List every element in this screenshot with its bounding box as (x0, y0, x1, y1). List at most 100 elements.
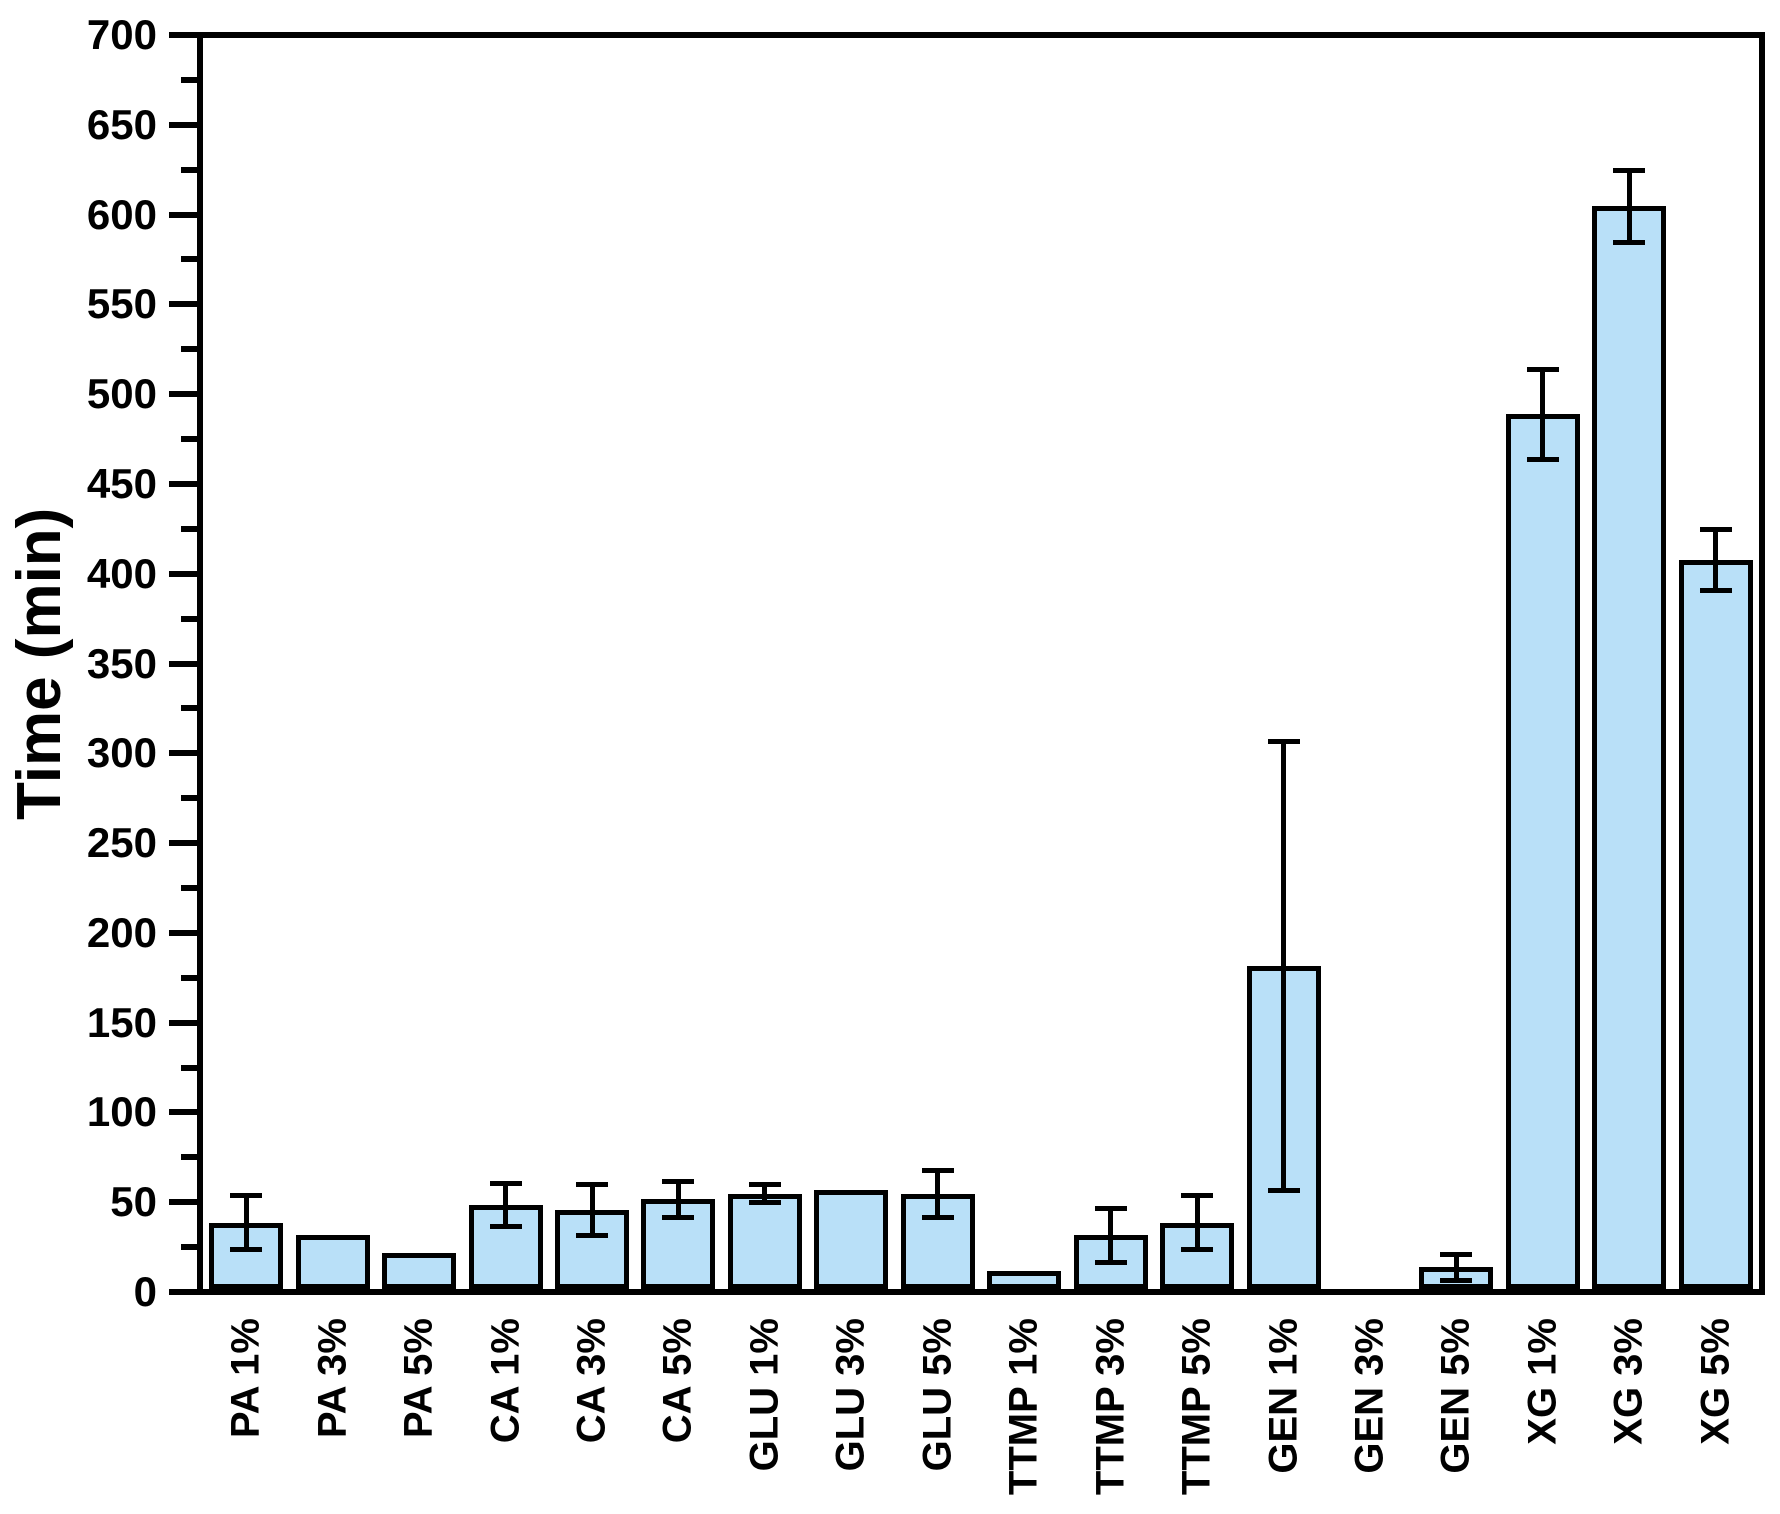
error-bar-line (1713, 529, 1718, 590)
error-bar-cap (490, 1181, 522, 1186)
error-bar-cap (1527, 367, 1559, 372)
y-axis-major-tick (169, 840, 197, 846)
y-axis-major-tick (169, 1289, 197, 1295)
y-tick-label: 450 (86, 460, 157, 507)
x-category-label: XG 5% (1693, 1318, 1738, 1445)
error-bar-cap (1700, 527, 1732, 532)
error-bar-cap (230, 1193, 262, 1198)
bar-glu-1- (728, 1194, 802, 1289)
error-bar-cap (1095, 1260, 1127, 1265)
x-category-label: GLU 3% (828, 1318, 873, 1472)
y-tick-label: 700 (86, 11, 157, 58)
x-category-label: CA 1% (483, 1318, 528, 1444)
error-bar-cap (749, 1200, 781, 1205)
error-bar-cap (749, 1182, 781, 1187)
error-bar-line (1454, 1255, 1459, 1280)
y-axis-major-tick (169, 301, 197, 307)
error-bar-cap (1181, 1193, 1213, 1198)
y-tick-label: 300 (86, 729, 157, 776)
x-category-label: GEN 5% (1433, 1318, 1478, 1474)
y-tick-label: 600 (86, 191, 157, 238)
x-category-label: TTMP 5% (1174, 1318, 1219, 1496)
y-axis-major-tick (169, 1199, 197, 1205)
bar-ttmp-1- (987, 1271, 1061, 1289)
plot-area (197, 32, 1765, 1295)
y-tick-label: 200 (86, 909, 157, 956)
bar-pa-3- (296, 1235, 370, 1289)
y-axis-major-tick (169, 481, 197, 487)
y-axis-minor-tick (181, 436, 197, 442)
y-axis-major-tick (169, 1020, 197, 1026)
error-bar-cap (662, 1215, 694, 1220)
error-bar-cap (922, 1215, 954, 1220)
y-axis-major-tick (169, 1109, 197, 1115)
y-axis-minor-tick (181, 885, 197, 891)
error-bar-cap (1268, 1188, 1300, 1193)
error-bar-line (244, 1196, 249, 1250)
bar-xg-5- (1679, 560, 1753, 1289)
y-axis-major-tick (169, 661, 197, 667)
y-tick-label: 0 (133, 1268, 157, 1315)
error-bar-line (1540, 370, 1545, 460)
x-category-label: PA 3% (310, 1318, 355, 1439)
error-bar-cap (1440, 1278, 1472, 1283)
y-axis-major-tick (169, 750, 197, 756)
error-bar-line (590, 1185, 595, 1235)
error-bar-cap (1700, 588, 1732, 593)
bar-xg-1- (1506, 414, 1580, 1289)
x-category-label: CA 3% (569, 1318, 614, 1444)
error-bar-line (1108, 1208, 1113, 1262)
y-tick-label: 550 (86, 280, 157, 327)
y-axis-minor-tick (181, 1244, 197, 1250)
bar-glu-3- (814, 1190, 888, 1289)
x-category-label: GLU 1% (742, 1318, 787, 1472)
y-axis-minor-tick (181, 256, 197, 262)
y-axis-major-tick (169, 212, 197, 218)
error-bar-line (935, 1170, 940, 1217)
error-bar-cap (490, 1224, 522, 1229)
y-axis-minor-tick (181, 1154, 197, 1160)
y-axis-minor-tick (181, 77, 197, 83)
error-bar-line (503, 1183, 508, 1226)
error-bar-cap (1613, 168, 1645, 173)
x-category-label: TTMP 3% (1088, 1318, 1133, 1496)
error-bar-cap (1613, 240, 1645, 245)
error-bar-cap (1440, 1252, 1472, 1257)
x-category-label: PA 5% (396, 1318, 441, 1439)
error-bar-line (762, 1185, 767, 1203)
error-bar-line (1627, 170, 1632, 242)
error-bar-line (676, 1181, 681, 1217)
x-category-label: TTMP 1% (1001, 1318, 1046, 1496)
error-bar-cap (1268, 739, 1300, 744)
y-tick-label: 250 (86, 819, 157, 866)
x-category-label: GEN 1% (1261, 1318, 1306, 1474)
y-tick-label: 150 (86, 999, 157, 1046)
y-tick-label: 350 (86, 640, 157, 687)
y-axis-major-tick (169, 571, 197, 577)
y-axis-minor-tick (181, 975, 197, 981)
y-axis-major-tick (169, 32, 197, 38)
error-bar-cap (1527, 457, 1559, 462)
error-bar-cap (1095, 1206, 1127, 1211)
error-bar-cap (922, 1168, 954, 1173)
y-tick-label: 400 (86, 550, 157, 597)
y-tick-label: 500 (86, 370, 157, 417)
x-category-label: GLU 5% (915, 1318, 960, 1472)
x-category-label: XG 3% (1606, 1318, 1651, 1445)
y-axis-major-tick (169, 122, 197, 128)
error-bar-cap (230, 1247, 262, 1252)
x-category-label: PA 1% (223, 1318, 268, 1439)
error-bar-cap (662, 1179, 694, 1184)
y-axis-major-tick (169, 391, 197, 397)
error-bar-cap (1181, 1247, 1213, 1252)
error-bar-line (1195, 1196, 1200, 1250)
error-bar-line (1281, 741, 1286, 1190)
y-tick-label: 650 (86, 101, 157, 148)
y-axis-minor-tick (181, 705, 197, 711)
bar-xg-3- (1592, 206, 1666, 1289)
y-axis-minor-tick (181, 1065, 197, 1071)
error-bar-cap (576, 1182, 608, 1187)
x-category-label: GEN 3% (1347, 1318, 1392, 1474)
x-category-label: XG 1% (1520, 1318, 1565, 1445)
